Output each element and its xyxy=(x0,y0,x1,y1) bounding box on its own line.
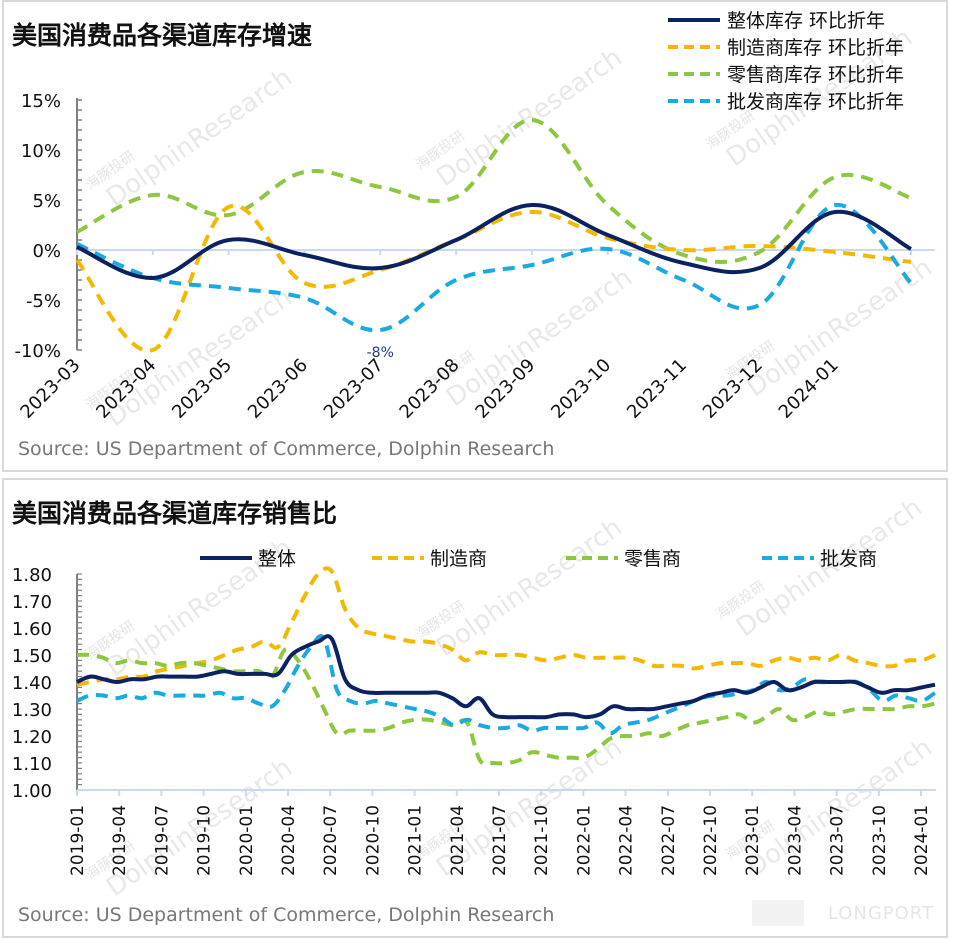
series-line-0 xyxy=(76,634,936,720)
x-tick-label: 2019-01 xyxy=(68,805,88,876)
legend-label: 批发商库存 环比折年 xyxy=(727,91,904,113)
y-tick-label: 1.60 xyxy=(12,619,52,640)
y-tick-label: -5% xyxy=(26,291,61,312)
longport-watermark: LONGPORT xyxy=(827,903,934,924)
x-tick-label: 2021-04 xyxy=(448,805,468,876)
source-note: Source: US Department of Commerce, Dolph… xyxy=(18,904,555,926)
series-line-2 xyxy=(76,647,936,767)
y-tick-label: 1.30 xyxy=(12,700,52,721)
data-label: -8% xyxy=(367,345,394,361)
x-tick-label: 2020-10 xyxy=(363,805,383,876)
x-tick-label: 2021-07 xyxy=(490,805,510,876)
x-tick-label: 2024-01 xyxy=(912,805,932,876)
x-tick-label: 2021-01 xyxy=(406,805,426,876)
inventory-growth-chart-panel: 美国消费品各渠道库存增速 Source: US Department of Co… xyxy=(2,0,948,472)
source-note: Source: US Department of Commerce, Dolph… xyxy=(18,438,555,460)
legend-label: 制造商库存 环比折年 xyxy=(727,37,904,59)
x-tick-label: 2022-07 xyxy=(659,805,679,876)
y-tick-label: 10% xyxy=(21,141,61,162)
x-tick-label: 2020-04 xyxy=(279,805,299,876)
x-tick-label: 2023-10 xyxy=(870,805,890,876)
y-tick-label: 1.80 xyxy=(12,565,52,586)
x-tick-label: 2022-01 xyxy=(574,805,594,876)
y-tick-label: 0% xyxy=(32,241,61,262)
y-tick-label: 15% xyxy=(21,91,61,112)
y-tick-label: 1.70 xyxy=(12,592,52,613)
legend-label: 零售商 xyxy=(624,548,681,570)
watermark-en: DolphinResearch xyxy=(431,513,628,663)
x-tick-label: 2023-01 xyxy=(743,805,763,876)
x-tick-label: 2019-04 xyxy=(110,805,130,876)
inventory-sales-ratio-chart-panel: 美国消费品各渠道库存销售比 Source: US Department of C… xyxy=(2,478,948,938)
longport-logo-icon xyxy=(752,900,804,926)
x-tick-label: 2022-10 xyxy=(701,805,721,876)
legend-label: 制造商 xyxy=(430,548,487,570)
series-line-3 xyxy=(76,202,913,333)
series-line-0 xyxy=(76,202,912,281)
y-tick-label: 1.10 xyxy=(12,754,52,775)
y-tick-label: 1.00 xyxy=(12,781,52,802)
x-tick-label: 2020-07 xyxy=(321,805,341,876)
legend-label: 零售商库存 环比折年 xyxy=(727,64,904,86)
x-tick-label: 2021-10 xyxy=(532,805,552,876)
y-tick-label: 5% xyxy=(32,191,61,212)
x-tick-label: 2022-04 xyxy=(617,805,637,876)
y-tick-label: 1.50 xyxy=(12,646,52,667)
x-tick-label: 2023-04 xyxy=(785,805,805,876)
chart-title: 美国消费品各渠道库存销售比 xyxy=(12,499,338,528)
y-tick-label: 1.20 xyxy=(12,727,52,748)
x-tick-label: 2019-07 xyxy=(152,805,172,876)
series-line-2 xyxy=(76,117,912,264)
y-tick-label: 1.40 xyxy=(12,673,52,694)
x-tick-label: 2023-07 xyxy=(828,805,848,876)
legend-label: 批发商 xyxy=(820,548,877,570)
legend-label: 整体库存 环比折年 xyxy=(727,10,885,32)
x-tick-label: 2019-10 xyxy=(195,805,215,876)
x-tick-label: 2020-01 xyxy=(237,805,257,876)
legend-label: 整体 xyxy=(258,548,296,570)
y-tick-label: -10% xyxy=(14,341,61,362)
chart-title: 美国消费品各渠道库存增速 xyxy=(12,21,313,50)
